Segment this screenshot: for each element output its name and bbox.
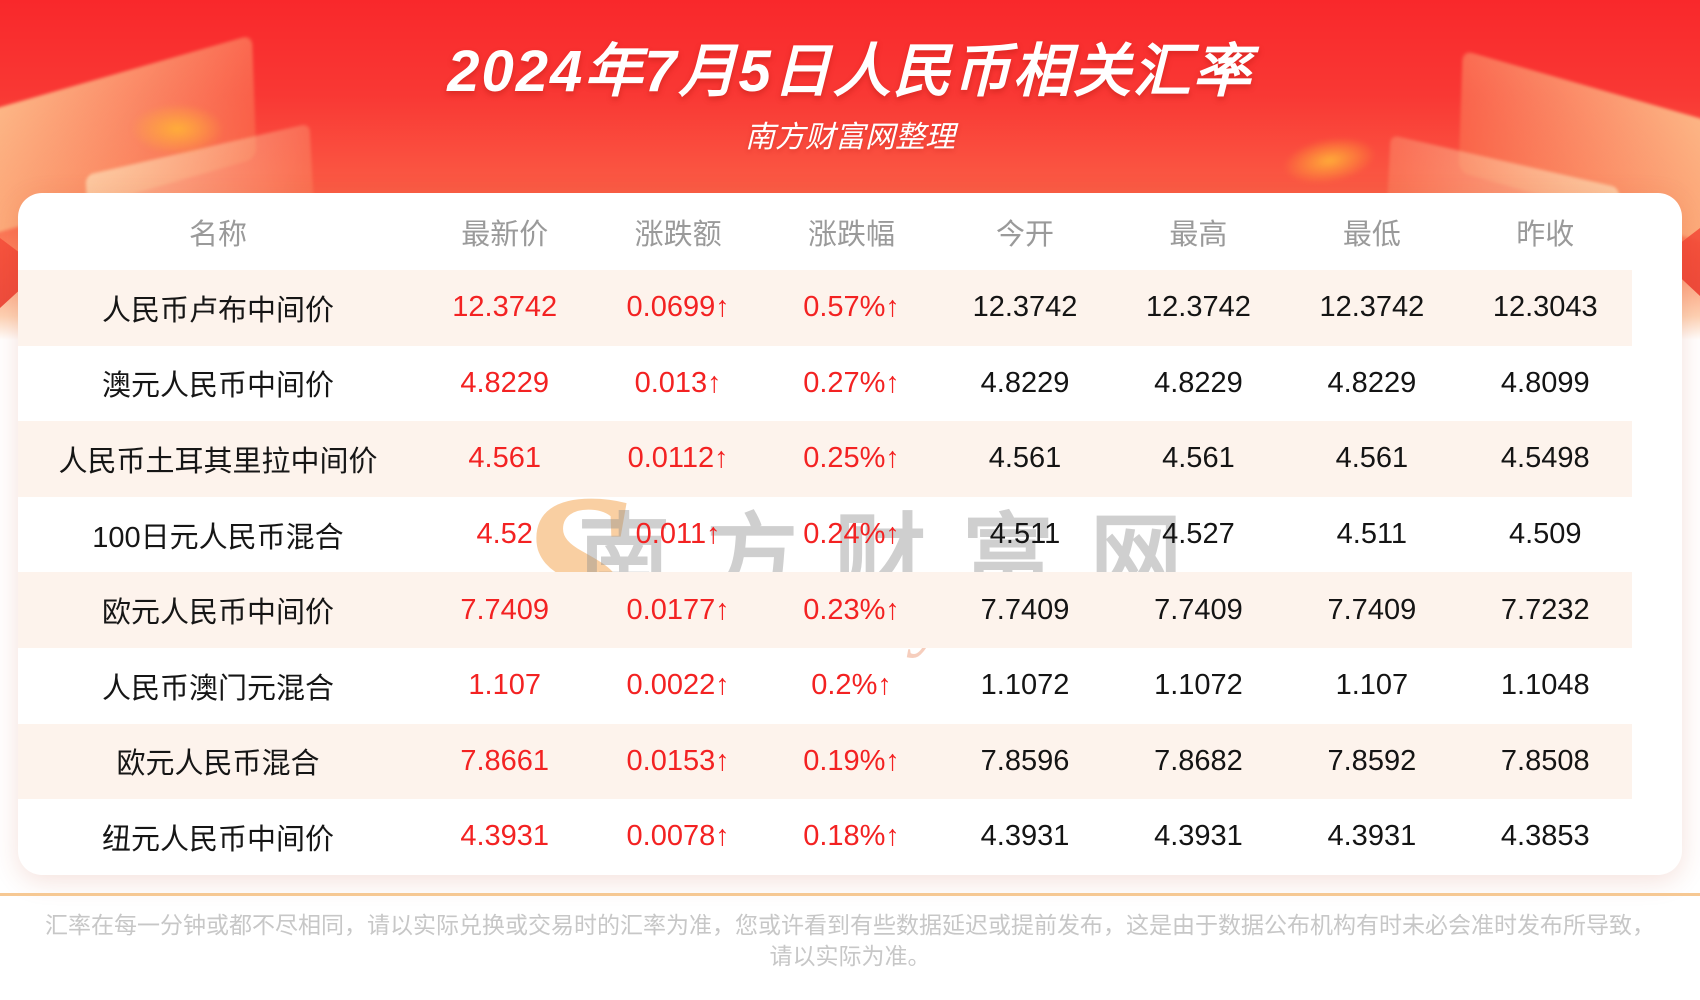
prev-close-price: 4.509 [1508,518,1582,551]
column-header-change: 涨跌额 [634,218,722,251]
high-price: 4.561 [1162,442,1235,475]
latest-price: 1.107 [468,669,541,702]
open-price: 4.8229 [980,366,1070,399]
column-header-latest: 最新价 [461,218,549,251]
change-percent: 0.2%↑ [811,669,892,702]
latest-price: 7.8661 [460,744,550,777]
latest-price: 7.7409 [460,593,550,626]
open-price: 7.7409 [980,593,1070,626]
prev-close-price: 7.8508 [1500,744,1590,777]
prev-close-price: 7.7232 [1500,593,1590,626]
low-price: 4.561 [1335,442,1409,475]
low-price: 1.107 [1335,669,1409,702]
latest-price: 4.3931 [460,820,550,853]
column-header-high: 最高 [1169,218,1228,251]
table-row: 纽元人民币中间价 4.3931 0.0078↑ 0.18%↑ 4.3931 4.… [18,799,1632,875]
latest-price: 4.8229 [460,366,550,399]
column-header-prev-close: 昨收 [1516,218,1575,251]
change-amount: 0.0177↑ [626,593,730,626]
table-row: 100日元人民币混合 4.52 0.011↑ 0.24%↑ 4.511 4.52… [18,497,1632,573]
currency-name: 欧元人民币混合 [116,748,320,781]
open-price: 7.8596 [980,744,1070,777]
high-price: 7.8682 [1154,744,1243,777]
low-price: 7.7409 [1327,593,1417,626]
high-price: 4.3931 [1154,820,1243,853]
open-price: 1.1072 [980,669,1070,702]
disclaimer-line-2: 请以实际为准。 [769,943,931,969]
prev-close-price: 12.3043 [1492,291,1598,324]
change-amount: 0.011↑ [635,518,721,551]
currency-name: 人民币土耳其里拉中间价 [58,445,378,478]
currency-name: 人民币卢布中间价 [101,294,334,327]
table-row: 欧元人民币混合 7.8661 0.0153↑ 0.19%↑ 7.8596 7.8… [18,723,1632,800]
change-percent: 0.27%↑ [803,366,900,399]
change-percent: 0.19%↑ [803,744,900,777]
change-percent: 0.57%↑ [803,291,900,324]
change-percent: 0.23%↑ [803,593,900,626]
change-amount: 0.0022↑ [626,669,730,702]
open-price: 4.3931 [980,820,1070,853]
latest-price: 12.3742 [452,291,558,324]
currency-name: 100日元人民币混合 [92,521,344,554]
prev-close-price: 4.5498 [1500,442,1590,475]
currency-name: 澳元人民币中间价 [101,370,334,403]
high-price: 12.3742 [1146,291,1251,324]
change-amount: 0.0078↑ [626,820,730,853]
open-price: 4.511 [989,518,1061,551]
open-price: 4.561 [988,442,1062,475]
column-header-change-pct: 涨跌幅 [808,218,896,251]
change-amount: 0.013↑ [634,366,722,399]
low-price: 7.8592 [1327,744,1417,777]
currency-name: 人民币澳门元混合 [101,672,334,705]
change-amount: 0.0112↑ [627,442,729,475]
table-row: 澳元人民币中间价 4.8229 0.013↑ 0.27%↑ 4.8229 4.8… [18,346,1632,422]
low-price: 4.511 [1336,518,1408,551]
change-amount: 0.0153↑ [626,744,730,777]
column-header-name: 名称 [188,218,247,251]
disclaimer-text: 汇率在每一分钟或都不尽相同，请以实际兑换或交易时的汇率为准，您或许看到有些数据延… [0,910,1700,972]
prev-close-price: 4.3853 [1500,820,1590,853]
table-row: 人民币卢布中间价 12.3742 0.0699↑ 0.57%↑ 12.3742 … [18,270,1632,346]
low-price: 12.3742 [1319,291,1425,324]
exchange-rate-table: S 南方财富网 outhmoney.com 名称 最新价 涨跌额 涨跌幅 今开 … [18,193,1682,875]
latest-price: 4.561 [468,442,541,475]
footer-divider [0,893,1700,896]
open-price: 12.3742 [972,291,1078,324]
page-title: 2024年7月5日人民币相关汇率 [447,39,1253,104]
table-row: 人民币土耳其里拉中间价 4.561 0.0112↑ 0.25%↑ 4.561 4… [18,421,1632,497]
currency-name: 欧元人民币中间价 [101,597,334,630]
prev-close-price: 1.1048 [1500,669,1590,702]
currency-name: 纽元人民币中间价 [101,823,334,856]
table-row: 欧元人民币中间价 7.7409 0.0177↑ 0.23%↑ 7.7409 7.… [18,572,1632,648]
table-row: 人民币澳门元混合 1.107 0.0022↑ 0.2%↑ 1.1072 1.10… [18,648,1632,724]
prev-close-price: 4.8099 [1500,366,1590,399]
high-price: 4.8229 [1154,366,1243,399]
page-subtitle: 南方财富网整理 [745,121,955,154]
high-price: 7.7409 [1154,593,1243,626]
change-percent: 0.24%↑ [803,518,900,551]
low-price: 4.8229 [1327,366,1417,399]
disclaimer-line-1: 汇率在每一分钟或都不尽相同，请以实际兑换或交易时的汇率为准，您或许看到有些数据延… [45,912,1655,938]
latest-price: 4.52 [476,518,533,551]
column-header-open: 今开 [995,218,1054,251]
change-percent: 0.25%↑ [803,442,900,475]
table-header-row: 名称 最新价 涨跌额 涨跌幅 今开 最高 最低 昨收 [18,193,1632,270]
change-amount: 0.0699↑ [626,291,730,324]
change-percent: 0.18%↑ [803,820,900,853]
low-price: 4.3931 [1327,820,1417,853]
high-price: 4.527 [1162,518,1235,551]
column-header-low: 最低 [1342,218,1401,251]
high-price: 1.1072 [1154,669,1243,702]
